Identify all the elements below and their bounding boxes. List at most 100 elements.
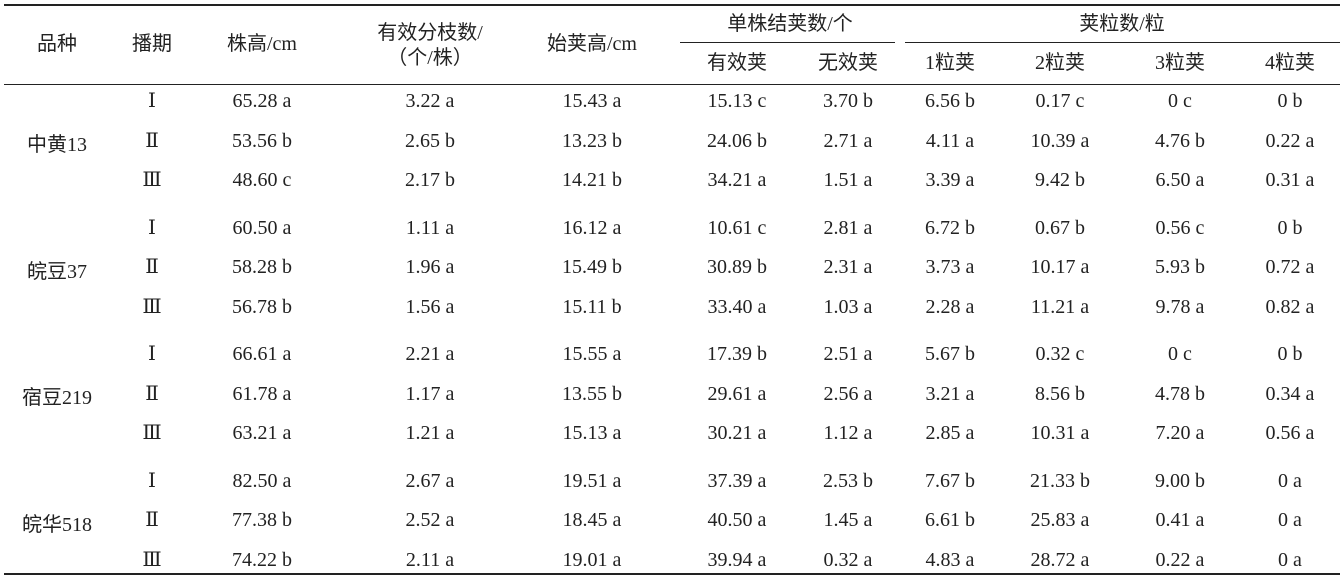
header-cell: 无效荚 [818, 52, 878, 74]
data-cell: 15.13 a [562, 422, 622, 444]
data-cell: 10.17 a [1030, 256, 1090, 278]
data-cell: 33.40 a [707, 295, 767, 318]
data-cell: 1.17 a [405, 382, 455, 405]
data-cell: 37.39 a [707, 469, 767, 492]
data-cell: 1.96 a [405, 256, 455, 278]
data-cell: 21.33 b [1030, 469, 1090, 492]
data-cell: 28.72 a [1030, 548, 1090, 571]
data-cell: 6.72 b [925, 216, 975, 239]
data-cell: 2.56 a [823, 382, 873, 405]
data-cell: 39.94 a [707, 548, 767, 571]
data-cell: 56.78 b [232, 295, 292, 318]
data-cell: 1.21 a [405, 422, 455, 444]
data-cell: 77.38 b [232, 509, 292, 531]
data-cell: 2.31 a [823, 256, 873, 278]
data-cell: 0 b [1277, 216, 1303, 239]
data-cell: 0.22 a [1265, 129, 1315, 152]
data-cell: 0 a [1278, 469, 1302, 492]
data-cell: 0.56 a [1265, 422, 1315, 444]
data-cell: 10.39 a [1030, 129, 1090, 152]
data-cell: 10.31 a [1030, 422, 1090, 444]
data-cell: 18.45 a [562, 509, 622, 531]
sowing-cell: Ⅲ [142, 169, 162, 191]
sowing-cell: Ⅲ [142, 422, 162, 444]
data-cell: 2.51 a [823, 343, 873, 365]
header-cell: 有效分枝数/ [377, 22, 483, 44]
sowing-cell: Ⅰ [148, 343, 156, 365]
data-cell: 2.65 b [405, 129, 455, 152]
data-cell: 29.61 a [707, 382, 767, 405]
header-cell: 始荚高/cm [547, 33, 637, 55]
data-cell: 0.72 a [1265, 256, 1315, 278]
data-cell: 3.22 a [405, 90, 455, 112]
data-cell: 48.60 c [232, 169, 292, 191]
data-cell: 2.81 a [823, 216, 873, 239]
data-cell: 0 a [1278, 509, 1302, 531]
data-cell: 7.67 b [925, 469, 975, 492]
variety-cell: 皖华518 [22, 513, 92, 536]
sowing-cell: Ⅰ [148, 216, 156, 239]
header-cell: （个/株） [387, 47, 473, 69]
data-cell: 0 c [1168, 90, 1192, 112]
sowing-cell: Ⅲ [142, 295, 162, 318]
header-cell: 有效荚 [707, 52, 767, 74]
data-cell: 17.39 b [707, 343, 767, 365]
data-cell: 0.41 a [1155, 509, 1205, 531]
data-cell: 19.01 a [562, 548, 622, 571]
data-cell: 58.28 b [232, 256, 292, 278]
data-cell: 0.67 b [1035, 216, 1085, 239]
data-cell: 2.52 a [405, 509, 455, 531]
data-cell: 2.85 a [925, 422, 975, 444]
data-cell: 0 b [1277, 90, 1303, 112]
data-cell: 0.56 c [1155, 216, 1205, 239]
data-cell: 3.21 a [925, 382, 975, 405]
data-cell: 7.20 a [1155, 422, 1205, 444]
data-cell: 66.61 a [232, 343, 292, 365]
data-cell: 5.93 b [1155, 256, 1205, 278]
data-cell: 82.50 a [232, 469, 292, 492]
sowing-cell: Ⅱ [145, 256, 159, 278]
data-cell: 8.56 b [1035, 382, 1085, 405]
sowing-cell: Ⅱ [145, 129, 159, 152]
data-cell: 0.22 a [1155, 548, 1205, 571]
data-cell: 2.21 a [405, 343, 455, 365]
data-cell: 10.61 c [707, 216, 767, 239]
group-rule [680, 42, 895, 43]
data-cell: 4.78 b [1155, 382, 1205, 405]
data-cell: 0.32 a [823, 548, 873, 571]
header-cell: 播期 [132, 33, 172, 55]
data-cell: 74.22 b [232, 548, 292, 571]
data-cell: 9.78 a [1155, 295, 1205, 318]
data-cell: 53.56 b [232, 129, 292, 152]
data-cell: 1.51 a [823, 169, 873, 191]
data-cell: 1.45 a [823, 509, 873, 531]
sowing-cell: Ⅰ [148, 90, 156, 112]
data-cell: 13.55 b [562, 382, 622, 405]
header-cell: 4粒荚 [1265, 52, 1315, 74]
data-cell: 2.11 a [405, 548, 455, 571]
data-cell: 0.31 a [1265, 169, 1315, 191]
data-cell: 4.83 a [925, 548, 975, 571]
data-cell: 9.00 b [1155, 469, 1205, 492]
data-cell: 2.53 b [823, 469, 873, 492]
data-cell: 63.21 a [232, 422, 292, 444]
variety-cell: 中黄13 [27, 134, 87, 156]
data-cell: 65.28 a [232, 90, 292, 112]
data-cell: 2.71 a [823, 129, 873, 152]
data-cell: 0.17 c [1035, 90, 1085, 112]
header-cell: 单株结荚数/个 [727, 13, 853, 35]
data-cell: 6.50 a [1155, 169, 1205, 191]
data-cell: 13.23 b [562, 129, 622, 152]
data-cell: 0.32 c [1035, 343, 1085, 365]
sowing-cell: Ⅰ [148, 469, 156, 492]
header-cell: 3粒荚 [1155, 52, 1205, 74]
data-cell: 5.67 b [925, 343, 975, 365]
variety-cell: 宿豆219 [22, 387, 92, 409]
data-cell: 3.70 b [823, 90, 873, 112]
data-cell: 16.12 a [562, 216, 622, 239]
data-cell: 4.11 a [925, 129, 975, 152]
data-cell: 6.56 b [925, 90, 975, 112]
data-cell: 1.56 a [405, 295, 455, 318]
data-cell: 0 b [1277, 343, 1303, 365]
